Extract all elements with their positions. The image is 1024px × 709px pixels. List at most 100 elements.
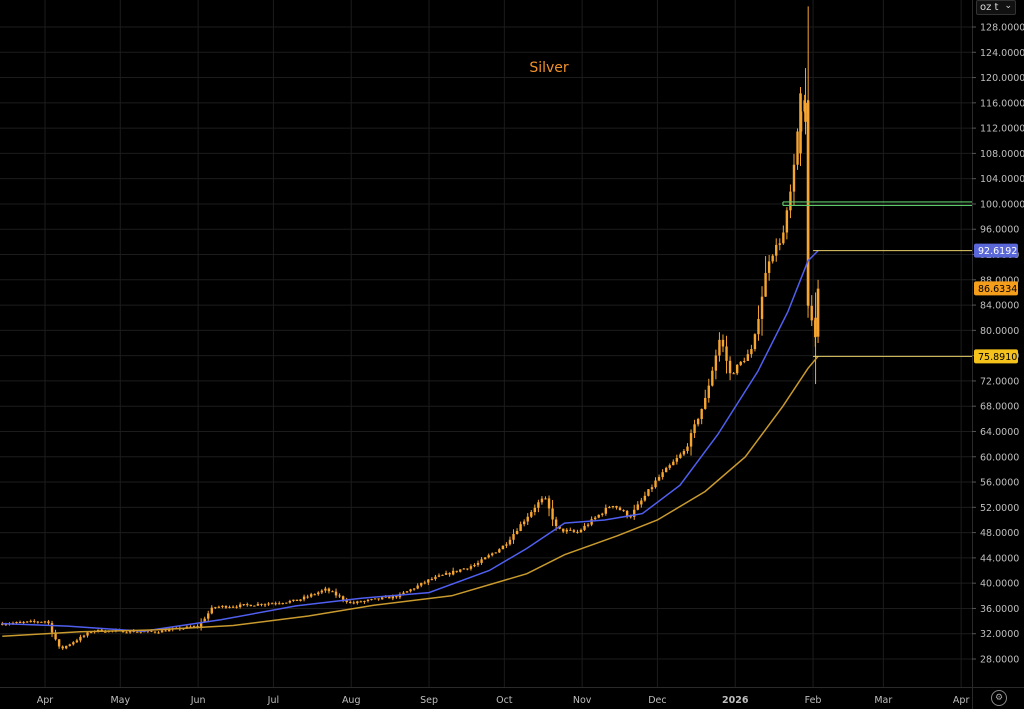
candle bbox=[647, 488, 650, 497]
candle bbox=[562, 528, 565, 534]
candle bbox=[25, 621, 29, 623]
candle bbox=[707, 378, 710, 403]
candle bbox=[302, 594, 306, 602]
y-tick-label: 36.0000 bbox=[980, 604, 1019, 615]
price-label-text: 86.6334 bbox=[978, 284, 1017, 295]
candle bbox=[728, 356, 732, 381]
candle bbox=[228, 605, 231, 609]
candle bbox=[270, 602, 274, 605]
candle bbox=[615, 505, 618, 510]
candle bbox=[746, 349, 750, 362]
y-tick-label: 48.0000 bbox=[980, 528, 1019, 539]
candle bbox=[47, 620, 50, 625]
candle bbox=[306, 594, 309, 599]
candle bbox=[643, 491, 647, 502]
candle bbox=[491, 552, 494, 557]
candle bbox=[636, 501, 639, 511]
gear-icon[interactable]: ⚙ bbox=[991, 690, 1007, 706]
candle bbox=[565, 528, 568, 534]
candle bbox=[782, 225, 785, 245]
y-tick-label: 44.0000 bbox=[980, 553, 1019, 564]
unit-selector[interactable]: oz t ⌄ bbox=[976, 0, 1016, 15]
candle bbox=[430, 577, 434, 581]
x-tick-label: Nov bbox=[573, 695, 592, 706]
candle bbox=[366, 599, 370, 603]
candle bbox=[512, 529, 515, 544]
candle bbox=[459, 569, 462, 573]
candle bbox=[508, 536, 512, 546]
candle bbox=[753, 333, 757, 352]
y-tick-label: 68.0000 bbox=[980, 402, 1019, 413]
x-tick-label: Oct bbox=[496, 695, 513, 706]
candle bbox=[739, 360, 742, 367]
candle bbox=[693, 419, 696, 439]
candle bbox=[320, 589, 324, 595]
candle bbox=[771, 254, 774, 264]
y-tick-label: 104.0000 bbox=[980, 174, 1024, 185]
candle bbox=[640, 497, 643, 508]
candle bbox=[18, 620, 22, 624]
grid bbox=[0, 0, 972, 687]
x-tick-label: Aug bbox=[342, 695, 361, 706]
candle bbox=[82, 634, 86, 639]
candle bbox=[473, 563, 476, 568]
candle bbox=[505, 542, 508, 549]
candle bbox=[363, 600, 366, 604]
candle bbox=[242, 604, 245, 607]
candle bbox=[253, 605, 256, 607]
chart-title: Silver bbox=[529, 60, 569, 76]
candle bbox=[767, 255, 771, 281]
candle bbox=[238, 602, 242, 609]
candle bbox=[480, 557, 483, 565]
candle bbox=[210, 605, 213, 615]
candle bbox=[576, 529, 579, 534]
y-tick-label: 116.0000 bbox=[980, 98, 1024, 109]
candle bbox=[569, 527, 572, 531]
candle bbox=[214, 606, 217, 610]
candle bbox=[775, 238, 778, 262]
candle bbox=[530, 510, 533, 519]
candle bbox=[551, 500, 554, 527]
candle bbox=[317, 591, 320, 596]
y-tick-label: 84.0000 bbox=[980, 301, 1019, 312]
candle bbox=[54, 629, 57, 641]
chevron-down-icon: ⌄ bbox=[1004, 1, 1012, 11]
price-label: 75.8910 bbox=[974, 349, 1018, 364]
candle bbox=[356, 600, 359, 605]
candle bbox=[235, 605, 238, 609]
candle bbox=[199, 618, 203, 631]
y-tick-label: 112.0000 bbox=[980, 124, 1024, 135]
candle bbox=[434, 574, 437, 581]
candle bbox=[352, 600, 355, 605]
y-tick-label: 28.0000 bbox=[980, 655, 1019, 666]
candle bbox=[604, 504, 608, 516]
candle bbox=[349, 600, 352, 604]
candle bbox=[494, 552, 497, 554]
candle bbox=[601, 512, 604, 517]
candle bbox=[764, 256, 767, 297]
candle bbox=[672, 459, 675, 466]
candle bbox=[799, 87, 802, 167]
y-tick-label: 72.0000 bbox=[980, 376, 1019, 387]
candle bbox=[189, 625, 192, 628]
x-tick-label: Jun bbox=[190, 695, 206, 706]
candle bbox=[816, 279, 820, 343]
candle bbox=[483, 556, 487, 560]
candle bbox=[608, 505, 611, 509]
y-tick-label: 64.0000 bbox=[980, 427, 1019, 438]
candle bbox=[714, 349, 718, 380]
candle bbox=[281, 602, 284, 605]
candle bbox=[22, 621, 25, 624]
candle bbox=[217, 605, 221, 609]
y-tick-label: 56.0000 bbox=[980, 478, 1019, 489]
candle bbox=[654, 477, 657, 489]
candle bbox=[334, 588, 338, 598]
candle bbox=[650, 484, 654, 493]
candle bbox=[451, 567, 455, 576]
candle bbox=[455, 570, 458, 573]
x-tick-label: Apr bbox=[37, 695, 54, 706]
candle bbox=[700, 408, 703, 425]
candle bbox=[476, 560, 480, 567]
candle bbox=[664, 466, 668, 473]
